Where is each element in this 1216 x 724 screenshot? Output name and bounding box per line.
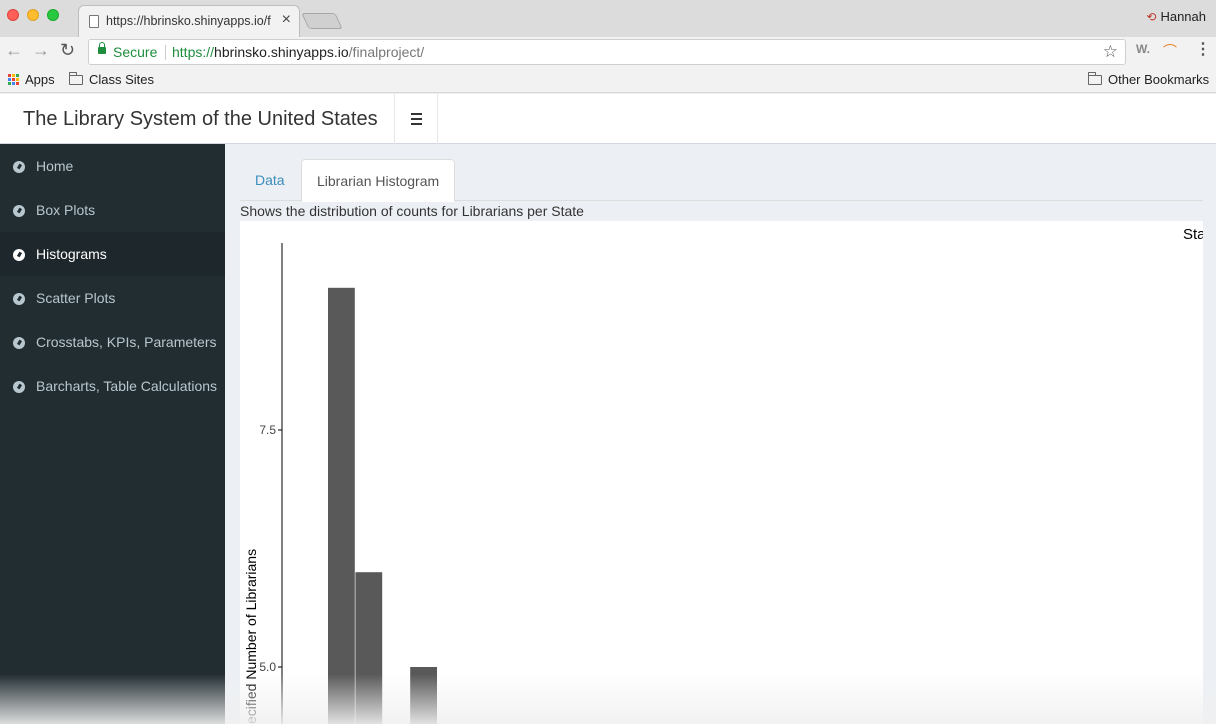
address-bar[interactable]: Secure https://hbrinsko.shinyapps.io/fin…: [88, 39, 1126, 65]
dashboard-icon: [13, 205, 27, 217]
browser-tab-strip: https://hbrinsko.shinyapps.io/f × ⟲ Hanna…: [0, 0, 1216, 37]
maximize-window-button[interactable]: [47, 9, 59, 21]
histogram-bar: [410, 667, 437, 724]
dashboard-icon: [13, 337, 27, 349]
sidebar-toggle-hamburger-icon[interactable]: [395, 94, 438, 144]
y-tick-label: 7.5: [259, 423, 276, 437]
plot-description: Shows the distribution of counts for Lib…: [240, 203, 584, 219]
sidebar-item-histograms[interactable]: Histograms: [0, 232, 225, 276]
main-content: Data Librarian Histogram Shows the distr…: [225, 145, 1216, 724]
y-tick-label: 5.0: [259, 660, 276, 674]
url-scheme: https://: [172, 44, 215, 60]
reload-icon[interactable]: ↻: [60, 40, 76, 60]
bookmark-class-sites-label: Class Sites: [89, 72, 155, 87]
lock-icon: [98, 42, 106, 54]
apps-grid-icon: [8, 74, 19, 85]
url-path: /finalproject/: [348, 44, 425, 60]
address-divider: [165, 45, 166, 60]
folder-icon: [69, 71, 83, 85]
browser-toolbar: ← → ↻ Secure https://hbrinsko.shinyapps.…: [0, 37, 1216, 67]
bookmark-class-sites[interactable]: Class Sites: [69, 71, 155, 87]
minimize-window-button[interactable]: [27, 9, 39, 21]
browser-tab[interactable]: https://hbrinsko.shinyapps.io/f ×: [78, 5, 300, 37]
other-bookmarks[interactable]: Other Bookmarks: [1088, 71, 1210, 87]
bookmark-apps[interactable]: Apps: [8, 72, 55, 87]
new-tab-button[interactable]: [301, 13, 343, 29]
extension-rainbow-icon[interactable]: ⌒: [1163, 43, 1177, 59]
bookmark-star-icon[interactable]: ☆: [1102, 42, 1118, 61]
bookmark-apps-label: Apps: [25, 72, 55, 87]
histogram-svg: 5.0 7.5 ecified Number of Librarians Sta: [243, 226, 1203, 724]
dashboard-icon: [13, 381, 27, 393]
histogram-bar: [355, 572, 383, 724]
extension-w-icon[interactable]: W.: [1136, 42, 1150, 56]
content-tabs: Data Librarian Histogram: [240, 159, 1203, 202]
histogram-plot: 5.0 7.5 ecified Number of Librarians Sta: [240, 221, 1203, 724]
secure-label: Secure: [113, 44, 158, 60]
tab-librarian-histogram[interactable]: Librarian Histogram: [301, 159, 456, 202]
dashboard-icon: [13, 161, 27, 173]
tab-close-icon[interactable]: ×: [281, 11, 291, 28]
url-host: hbrinsko.shinyapps.io: [214, 44, 349, 60]
sidebar-item-label: Scatter Plots: [36, 290, 116, 306]
profile-name: Hannah: [1160, 9, 1206, 24]
sidebar-item-crosstabs[interactable]: Crosstabs, KPIs, Parameters: [0, 320, 225, 364]
dashboard-icon: [13, 249, 27, 261]
bookmarks-bar: Apps Class Sites Other Bookmarks: [0, 67, 1216, 93]
y-axis-label: ecified Number of Librarians: [243, 549, 259, 724]
profile-icon: ⟲: [1146, 10, 1157, 24]
page-icon: [89, 15, 99, 28]
close-window-button[interactable]: [7, 9, 19, 21]
sidebar-item-label: Home: [36, 158, 74, 174]
sidebar-item-home[interactable]: Home: [0, 144, 225, 188]
sidebar: Home Box Plots Histograms Scatter Plots …: [0, 144, 225, 724]
tab-data[interactable]: Data: [255, 172, 285, 188]
profile-button[interactable]: ⟲ Hannah: [1146, 9, 1206, 24]
sidebar-item-label: Barcharts, Table Calculations: [36, 378, 218, 394]
back-arrow-icon[interactable]: ←: [5, 40, 23, 60]
histogram-bars: [328, 287, 437, 724]
histogram-bar: [328, 287, 355, 724]
browser-menu-icon[interactable]: ⋮: [1195, 41, 1211, 58]
dashboard-icon: [13, 293, 27, 305]
sidebar-item-label: Box Plots: [36, 202, 96, 218]
url-text[interactable]: https://hbrinsko.shinyapps.io/finalproje…: [172, 44, 424, 60]
sidebar-item-label: Histograms: [36, 246, 107, 262]
app-title: The Library System of the United States: [0, 94, 395, 144]
sidebar-item-box-plots[interactable]: Box Plots: [0, 188, 225, 232]
legend-title-partial: Sta: [1183, 226, 1203, 243]
y-axis-ticks: 5.0 7.5: [259, 423, 282, 674]
other-bookmarks-label: Other Bookmarks: [1108, 72, 1210, 87]
sidebar-item-barcharts[interactable]: Barcharts, Table Calculations: [0, 364, 225, 408]
app-header: The Library System of the United States: [0, 94, 1216, 144]
sidebar-item-label: Crosstabs, KPIs, Parameters: [36, 334, 217, 350]
sidebar-item-scatter-plots[interactable]: Scatter Plots: [0, 276, 225, 320]
browser-tab-title: https://hbrinsko.shinyapps.io/f: [106, 14, 271, 28]
folder-icon: [1088, 71, 1102, 85]
forward-arrow-icon[interactable]: →: [32, 40, 50, 60]
